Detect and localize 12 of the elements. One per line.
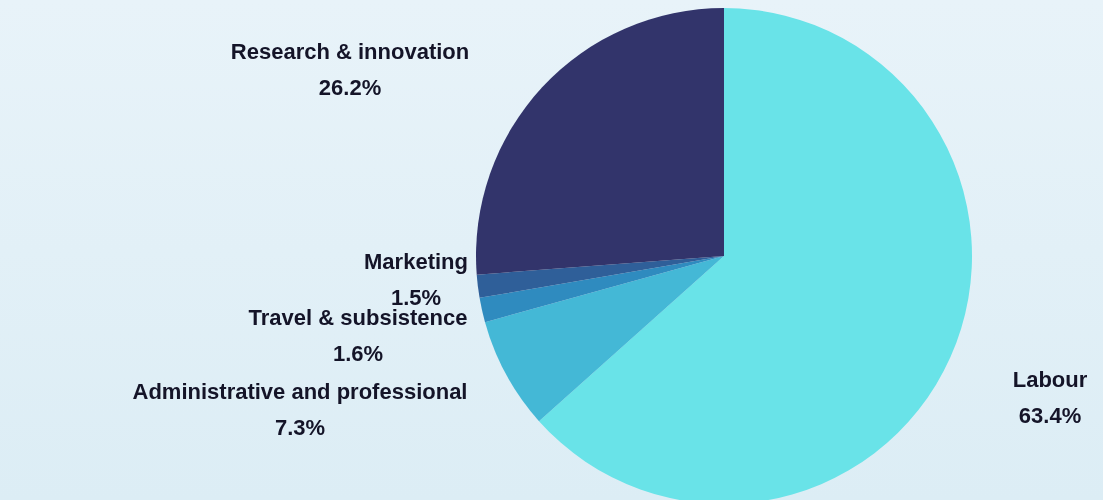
data-label: 63.4% xyxy=(1018,403,1082,428)
pie-slice xyxy=(476,8,724,275)
slice-label: Research & innovation xyxy=(230,39,470,64)
pie-slice xyxy=(479,256,724,323)
slice-label: Administrative and professional xyxy=(132,379,468,404)
data-label: 7.3% xyxy=(274,415,326,440)
slice-label: Marketing xyxy=(364,249,468,274)
pie-slice xyxy=(485,256,724,422)
slice-label: Labour xyxy=(1012,367,1088,392)
pie-slice xyxy=(476,256,724,298)
data-label: 1.6% xyxy=(332,341,384,366)
data-label: 26.2% xyxy=(318,75,382,100)
